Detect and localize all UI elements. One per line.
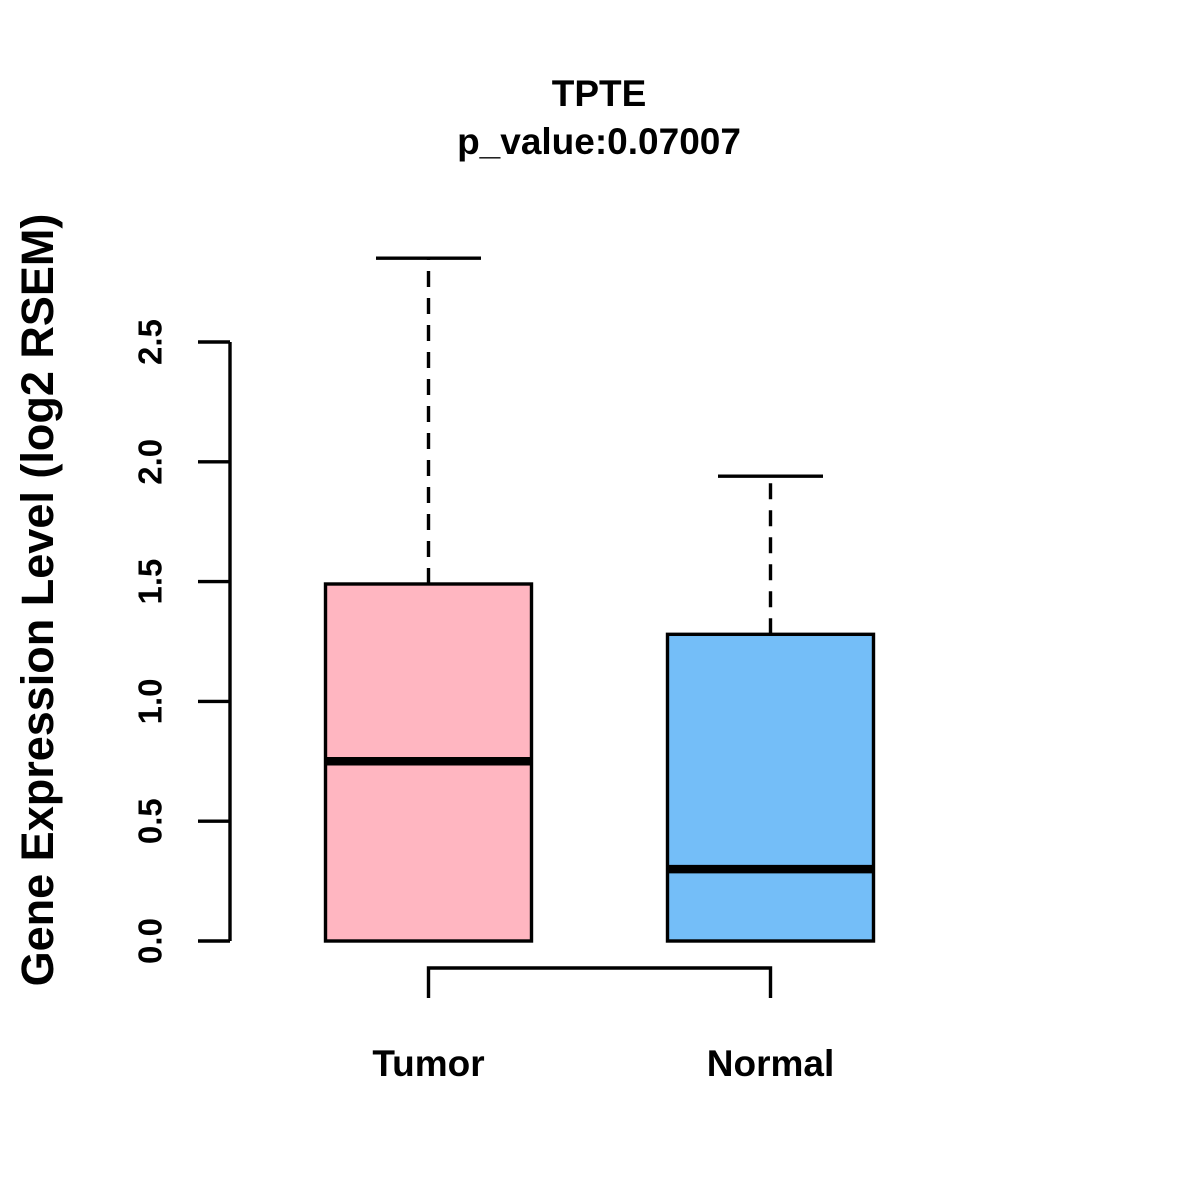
x-category-label-tumor: Tumor — [372, 1043, 484, 1084]
box-normal — [665, 632, 876, 943]
y-tick-label: 2.5 — [132, 319, 169, 365]
y-tick-label: 2.0 — [132, 439, 169, 485]
chart-subtitle-pvalue: p_value:0.07007 — [457, 121, 741, 162]
comparison-bracket — [426, 966, 773, 998]
y-tick-label: 0.0 — [132, 918, 169, 964]
chart-title-block: TPTE p_value:0.07007 — [0, 70, 1198, 166]
chart-title: TPTE — [551, 73, 647, 114]
y-tick-label: 1.0 — [132, 678, 169, 724]
y-tick-label: 1.5 — [132, 559, 169, 605]
x-category-label-normal: Normal — [707, 1043, 834, 1084]
y-tick-label: 0.5 — [132, 798, 169, 844]
